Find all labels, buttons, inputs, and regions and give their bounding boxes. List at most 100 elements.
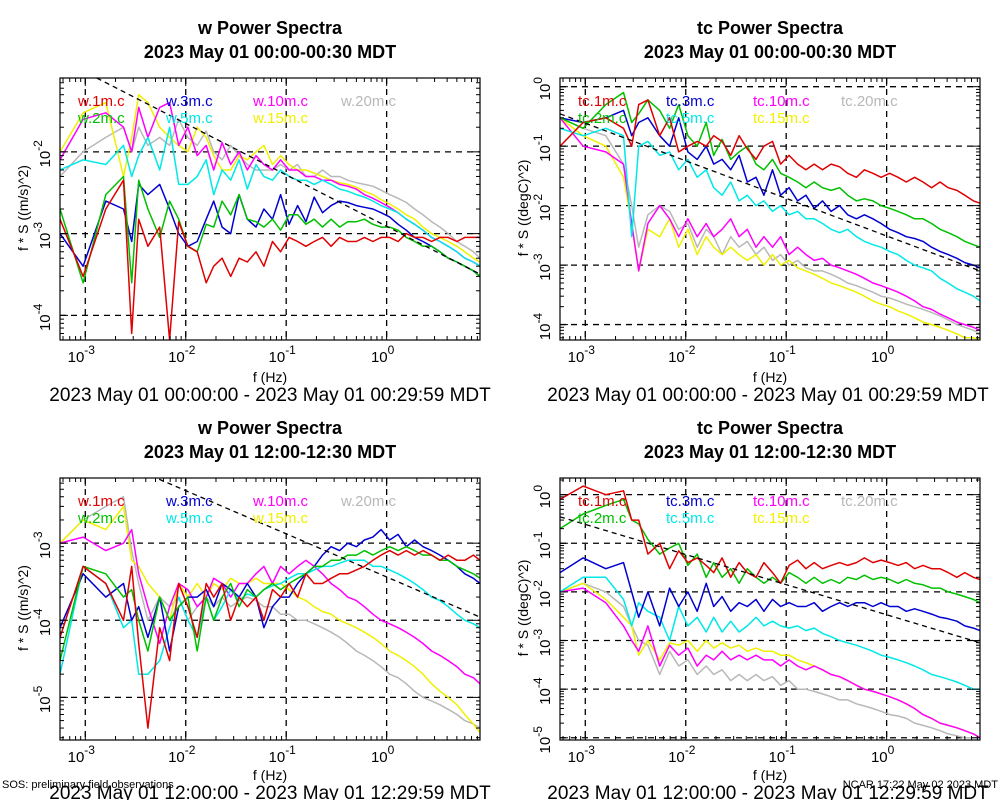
x-tick-label: 10-3 [68,743,96,766]
legend-entry: tc.20m.c [841,493,898,510]
series-line-tc-15m-c [560,117,980,340]
legend-entry: w.20m.c [340,493,397,510]
y-tick-label: 10-5 [31,685,54,713]
x-tick-label: 100 [371,743,395,766]
series-line-w-20m-c [60,495,480,729]
x-tick-label: 10-2 [668,743,696,766]
legend-entry: tc.15m.c [753,510,810,527]
y-axis-label: f * S ((degC)^2) [515,560,531,657]
y-axis-label: f * S ((degC)^2) [515,160,531,257]
legend-entry: w.5m.c [165,510,213,527]
plot-area [60,478,480,740]
x-tick-label: 10-2 [168,743,196,766]
y-tick-label: 10-2 [31,140,54,168]
time-range-label: 2023 May 01 12:00:00 - 2023 May 01 12:29… [547,783,989,800]
series-line-tc-20m-c [560,582,980,739]
plot-area [60,78,480,340]
y-tick-label: 10-3 [531,629,554,657]
footer-credit: NCAR 17:22 May 02 2023 MDT [843,779,999,791]
panel-tc-morning: tc Power Spectra 2023 May 01 00:00-00:30… [515,18,989,406]
legend-entry: tc.10m.c [753,493,810,510]
y-tick-label: 100 [531,77,554,101]
x-tick-label: 10-3 [68,343,96,366]
reference-slope-line [154,478,480,618]
series-line-tc-2m-c [560,91,980,248]
legend-entry: w.1m.c [77,493,125,510]
legend-entry: tc.10m.c [753,93,810,110]
series-line-w-5m-c [60,126,480,267]
legend-entry: tc.3m.c [666,493,715,510]
legend-entry: w.1m.c [77,93,125,110]
reference-slope-line [560,113,980,272]
legend-entry: tc.15m.c [753,110,810,127]
y-tick-label: 10-4 [531,677,554,705]
series-line-tc-5m-c [560,576,980,690]
legend-entry: w.5m.c [165,110,213,127]
series-line-tc-10m-c [560,587,980,739]
reference-slope-line [560,516,980,644]
footer-note: SOS: preliminary field observations [2,779,174,791]
legend-entry: w.15m.c [252,510,309,527]
x-tick-label: 100 [371,343,395,366]
panel-subtitle: 2023 May 01 12:00-12:30 MDT [144,442,396,462]
legend-entry: w.2m.c [77,510,125,527]
y-tick-label: 10-1 [531,134,554,162]
y-tick-label: 10-2 [531,194,554,222]
panel-title: w Power Spectra [197,18,343,38]
legend-entry: tc.20m.c [841,93,898,110]
y-tick-label: 10-4 [31,608,54,636]
x-tick-label: 10-1 [769,743,797,766]
series-line-w-1m-c [60,549,480,729]
y-axis-label: f * S ((m/s)^2) [15,565,31,651]
series-line-w-2m-c [60,545,480,661]
panel-w-morning: w Power Spectra 2023 May 01 00:00-00:30 … [15,18,491,406]
x-tick-label: 10-3 [568,743,596,766]
x-axis-label: f (Hz) [253,767,287,783]
plot-area [560,478,980,740]
plot-frame [59,477,481,741]
plot-frame [559,477,981,741]
panel-w-midday: w Power Spectra 2023 May 01 12:00-12:30 … [15,418,491,800]
plot-frame [559,77,981,341]
time-range-label: 2023 May 01 12:00:00 - 2023 May 01 12:29… [49,783,491,800]
legend-entry: tc.1m.c [578,93,627,110]
series-line-w-3m-c [60,183,480,277]
legend-entry: tc.3m.c [666,93,715,110]
series-line-w-15m-c [60,93,480,263]
legend-entry: tc.2m.c [578,510,627,527]
panel-subtitle: 2023 May 01 00:00-00:30 MDT [144,42,396,62]
legend-entry: tc.1m.c [578,493,627,510]
y-tick-label: 10-4 [531,313,554,341]
series-line-tc-20m-c [560,117,980,335]
y-tick-label: 10-5 [531,726,554,754]
x-tick-label: 10-2 [668,343,696,366]
legend-entry: tc.2m.c [578,110,627,127]
time-range-label: 2023 May 01 00:00:00 - 2023 May 01 00:29… [49,385,491,406]
x-tick-label: 10-3 [568,343,596,366]
series-line-tc-3m-c [560,557,980,632]
series-line-tc-3m-c [560,109,980,269]
legend-entry: w.3m.c [165,493,213,510]
panel-subtitle: 2023 May 01 12:00-12:30 MDT [644,442,896,462]
series-line-w-2m-c [60,175,480,284]
y-tick-label: 10-3 [31,531,54,559]
legend-entry: tc.5m.c [666,110,715,127]
y-tick-label: 10-3 [31,222,54,250]
series-line-tc-1m-c [560,99,980,204]
x-tick-label: 10-2 [168,343,196,366]
panel-subtitle: 2023 May 01 00:00-00:30 MDT [644,42,896,62]
legend-entry: w.2m.c [77,110,125,127]
x-tick-label: 100 [871,343,895,366]
legend-entry: w.20m.c [340,93,397,110]
y-axis-label: f * S ((m/s)^2) [15,165,31,251]
y-tick-label: 100 [531,485,554,509]
x-tick-label: 10-1 [269,743,297,766]
x-axis-label: f (Hz) [753,767,787,783]
y-tick-label: 10-3 [531,253,554,281]
y-tick-label: 10-2 [531,580,554,608]
panel-title: tc Power Spectra [697,418,844,438]
legend-entry: tc.5m.c [666,510,715,527]
x-tick-label: 100 [871,743,895,766]
legend-entry: w.15m.c [252,110,309,127]
